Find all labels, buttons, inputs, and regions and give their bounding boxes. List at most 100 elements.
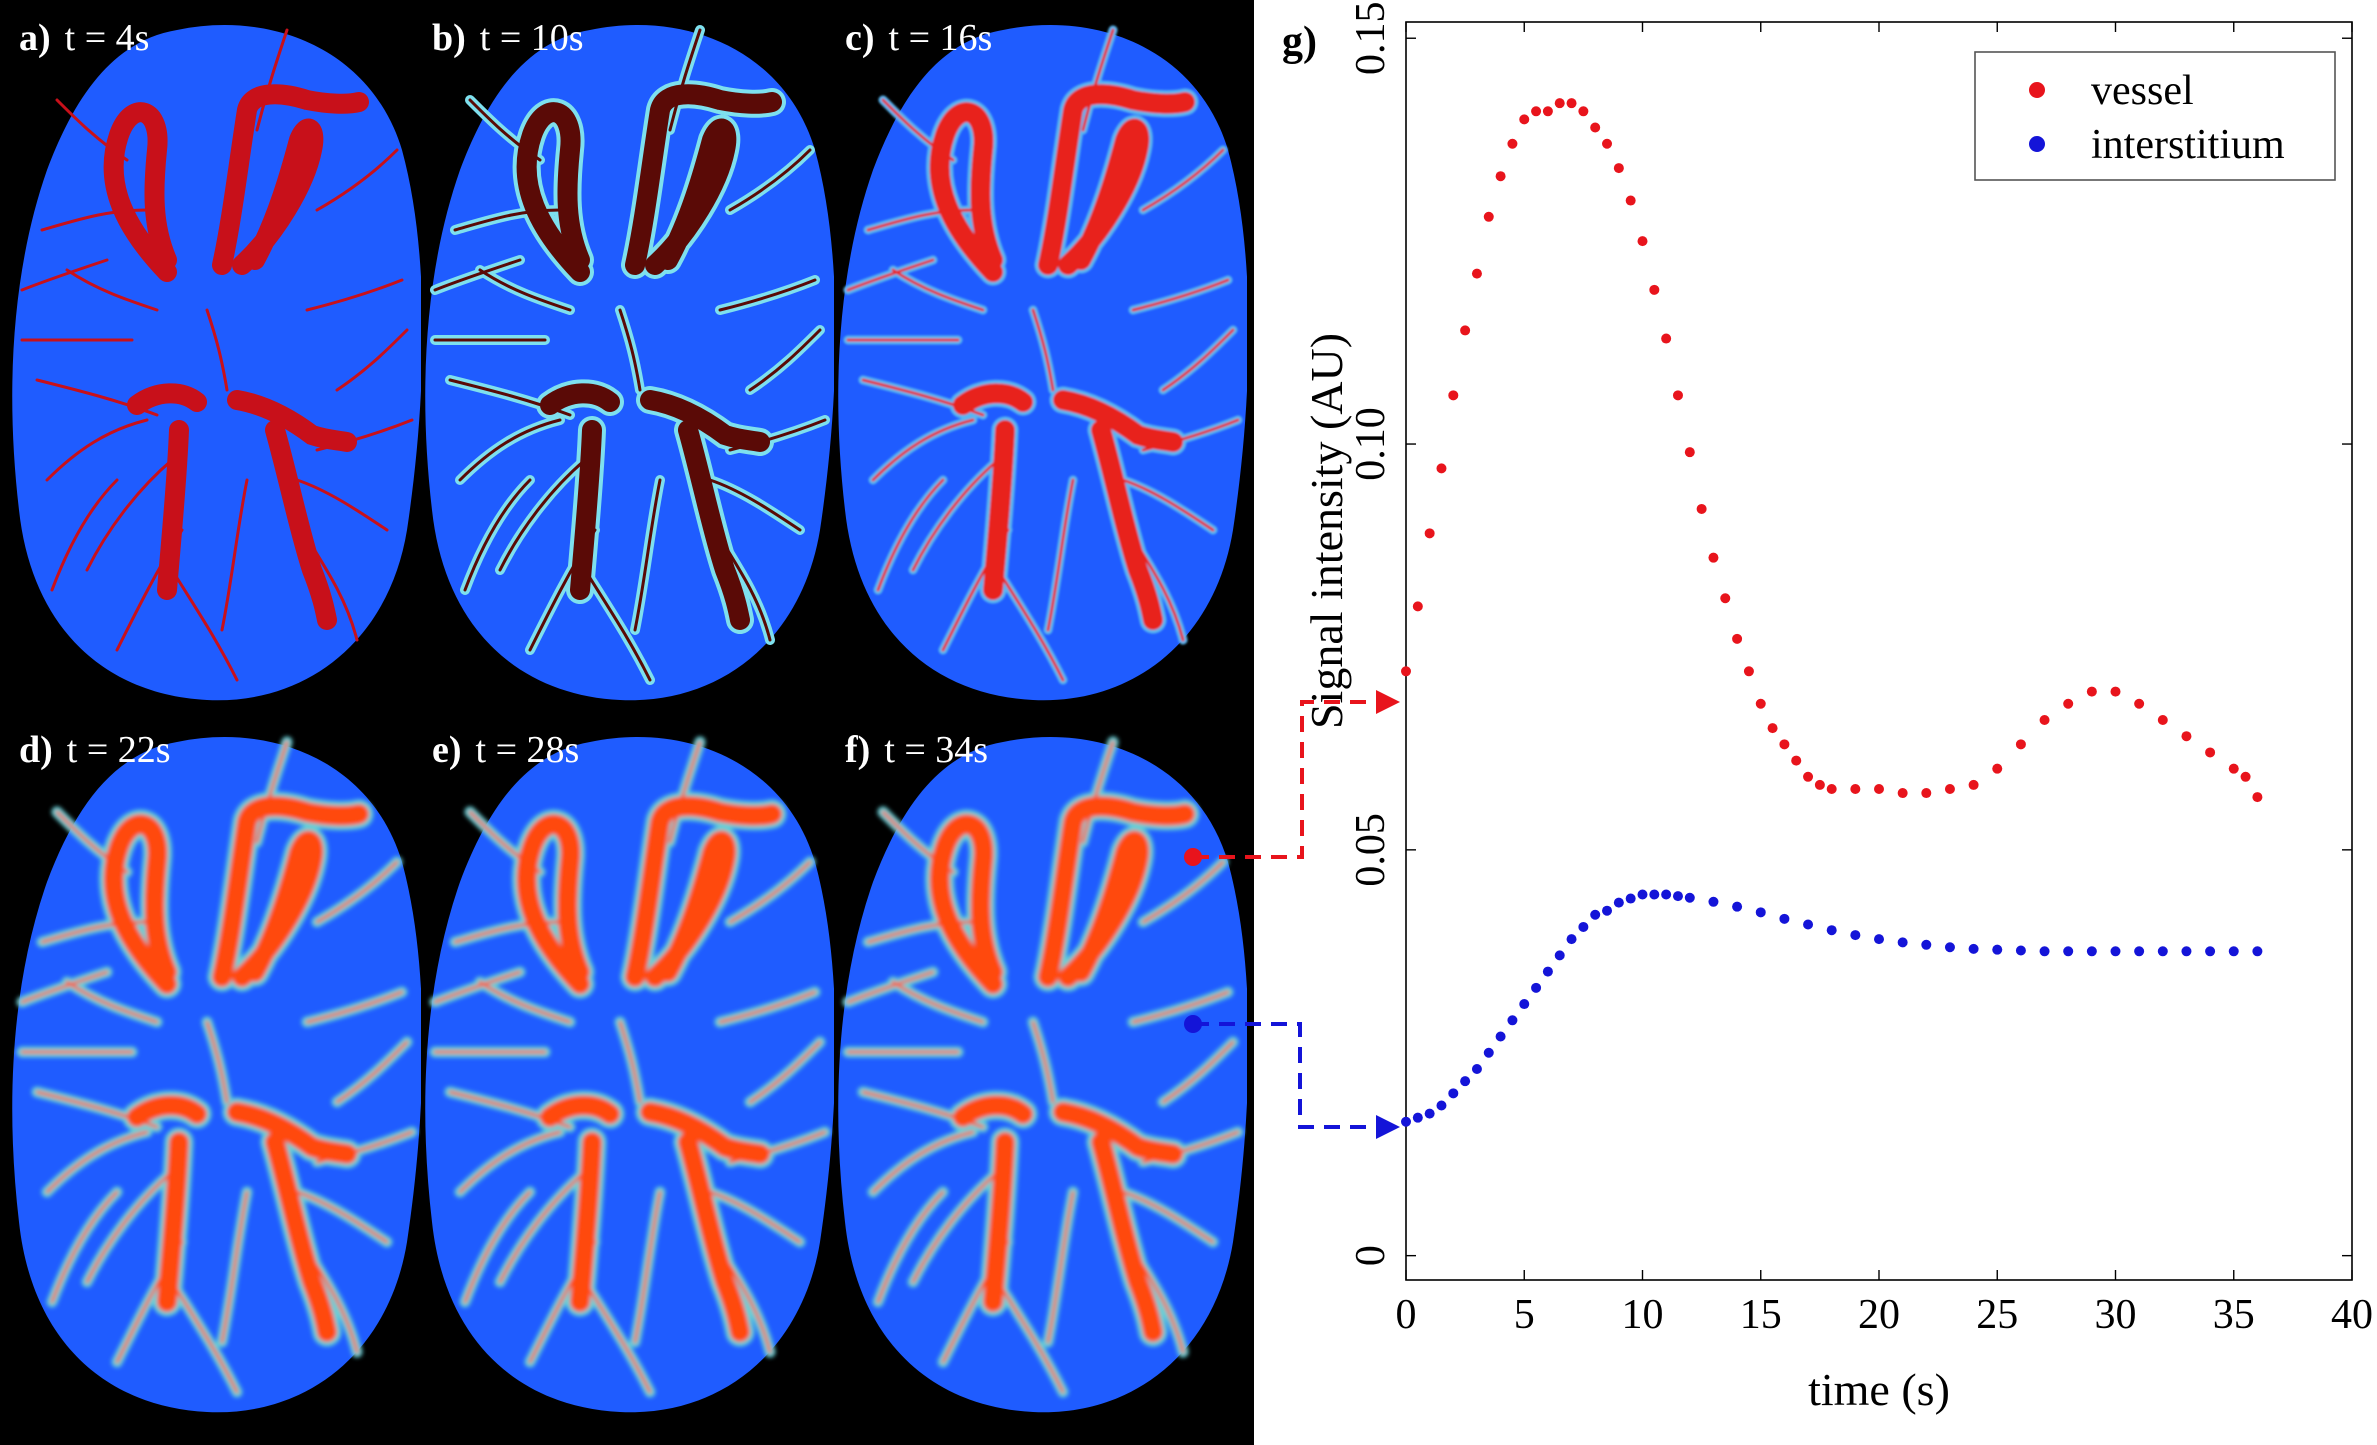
x-axis-label: time (s) [1808,1364,1950,1415]
vessel-trunk [157,1132,189,1312]
data-point-interstitium [1436,1100,1447,1111]
capillary [45,1130,149,1194]
data-point-vessel [2086,686,2097,697]
data-point-vessel [2063,698,2074,709]
capillary [65,980,159,1024]
legend-label-interstitium: interstitium [2091,122,2285,168]
data-point-vessel [1814,779,1825,790]
panel-label: a) t = 4s [19,16,149,60]
capillary [65,268,159,312]
data-point-vessel [1448,390,1459,401]
data-point-vessel [1743,666,1754,677]
data-point-vessel [1495,171,1506,182]
data-point-vessel [2240,771,2251,782]
data-point-vessel [1944,783,1955,794]
vessel-trunk [625,796,782,987]
capillary [748,1040,822,1104]
capillary [633,1190,662,1344]
capillary [618,308,642,392]
x-tick-label: 20 [1858,1292,1900,1338]
capillary [718,278,817,312]
capillary [40,208,149,232]
vessel-trunk [232,830,324,987]
vessel-trunk [1038,84,1195,275]
data-point-interstitium [1448,1088,1459,1099]
data-point-vessel [2228,763,2239,774]
capillary [433,970,522,1004]
vessel-trunk [1053,390,1183,452]
data-point-interstitium [1460,1076,1471,1087]
data-point-vessel [1850,783,1861,794]
data-point-interstitium [1921,939,1932,950]
vessel-trunk [232,118,324,275]
vessel-trunk [516,814,590,994]
data-point-interstitium [1732,901,1743,912]
data-point-interstitium [2015,945,2026,956]
data-point-interstitium [1803,919,1814,930]
capillary [315,148,399,212]
vessel-trunk [540,383,620,415]
capillary [315,860,399,924]
data-point-vessel [1471,268,1482,279]
x-tick-label: 0 [1396,1292,1417,1338]
data-point-vessel [1992,763,2003,774]
capillary [335,328,409,392]
capillary [1141,148,1225,212]
data-point-interstitium [1708,896,1719,907]
kidney-image [838,25,1249,701]
data-point-interstitium [2181,946,2192,957]
vessel-trunk [1058,118,1150,275]
panel-letter: b) [432,17,466,59]
panel-time: t = 22s [66,729,171,771]
data-point-vessel [1424,528,1435,539]
vessel-trunk [227,1102,357,1164]
capillary [1131,990,1230,1024]
data-point-vessel [2039,714,2050,725]
capillary [708,478,802,532]
data-point-vessel [1602,138,1613,149]
data-point-interstitium [1424,1108,1435,1119]
data-point-vessel [1767,723,1778,734]
legend-label-vessel: vessel [2091,68,2194,114]
vessel-trunk [227,390,357,452]
data-point-interstitium [1483,1047,1494,1058]
kidney-panel-f: f) t = 34s [833,722,1249,1422]
capillary [295,1190,389,1244]
capillary [1031,308,1055,392]
kidney-panel-e: e) t = 28s [420,722,836,1422]
capillary [891,268,985,312]
x-tick-label: 35 [2213,1292,2255,1338]
panel-time: t = 10s [479,17,584,59]
y-axis-label: Signal intensity (AU) [1301,333,1352,729]
data-point-vessel [1412,601,1423,612]
capillary [1046,478,1075,632]
data-point-interstitium [1637,889,1648,900]
capillary [453,208,562,232]
kidney-image [838,736,1249,1413]
panel-time: t = 34s [884,729,989,771]
data-point-vessel [1732,633,1743,644]
x-tick-label: 25 [1976,1292,2018,1338]
vessel-trunk [212,84,369,275]
legend-marker-vessel [2029,82,2045,98]
vessel-trunk [983,1132,1015,1312]
vessel-trunk [265,420,337,630]
data-point-vessel [1613,163,1624,174]
data-point-interstitium [1874,934,1884,945]
data-point-vessel [1519,114,1530,125]
vessel-trunk [678,420,750,630]
capillary [305,278,404,312]
y-tick-label: 0.05 [1348,813,1394,887]
capillary [846,970,935,1004]
data-point-interstitium [1566,934,1577,945]
vessel-trunk [103,814,177,994]
capillary [220,1190,249,1344]
vessel-trunk [157,420,189,600]
data-point-vessel [1649,284,1660,295]
capillary [1161,1040,1235,1104]
capillary [866,208,975,232]
vessel-trunk [625,84,782,275]
data-point-interstitium [1531,982,1542,993]
data-point-vessel [1483,211,1494,222]
